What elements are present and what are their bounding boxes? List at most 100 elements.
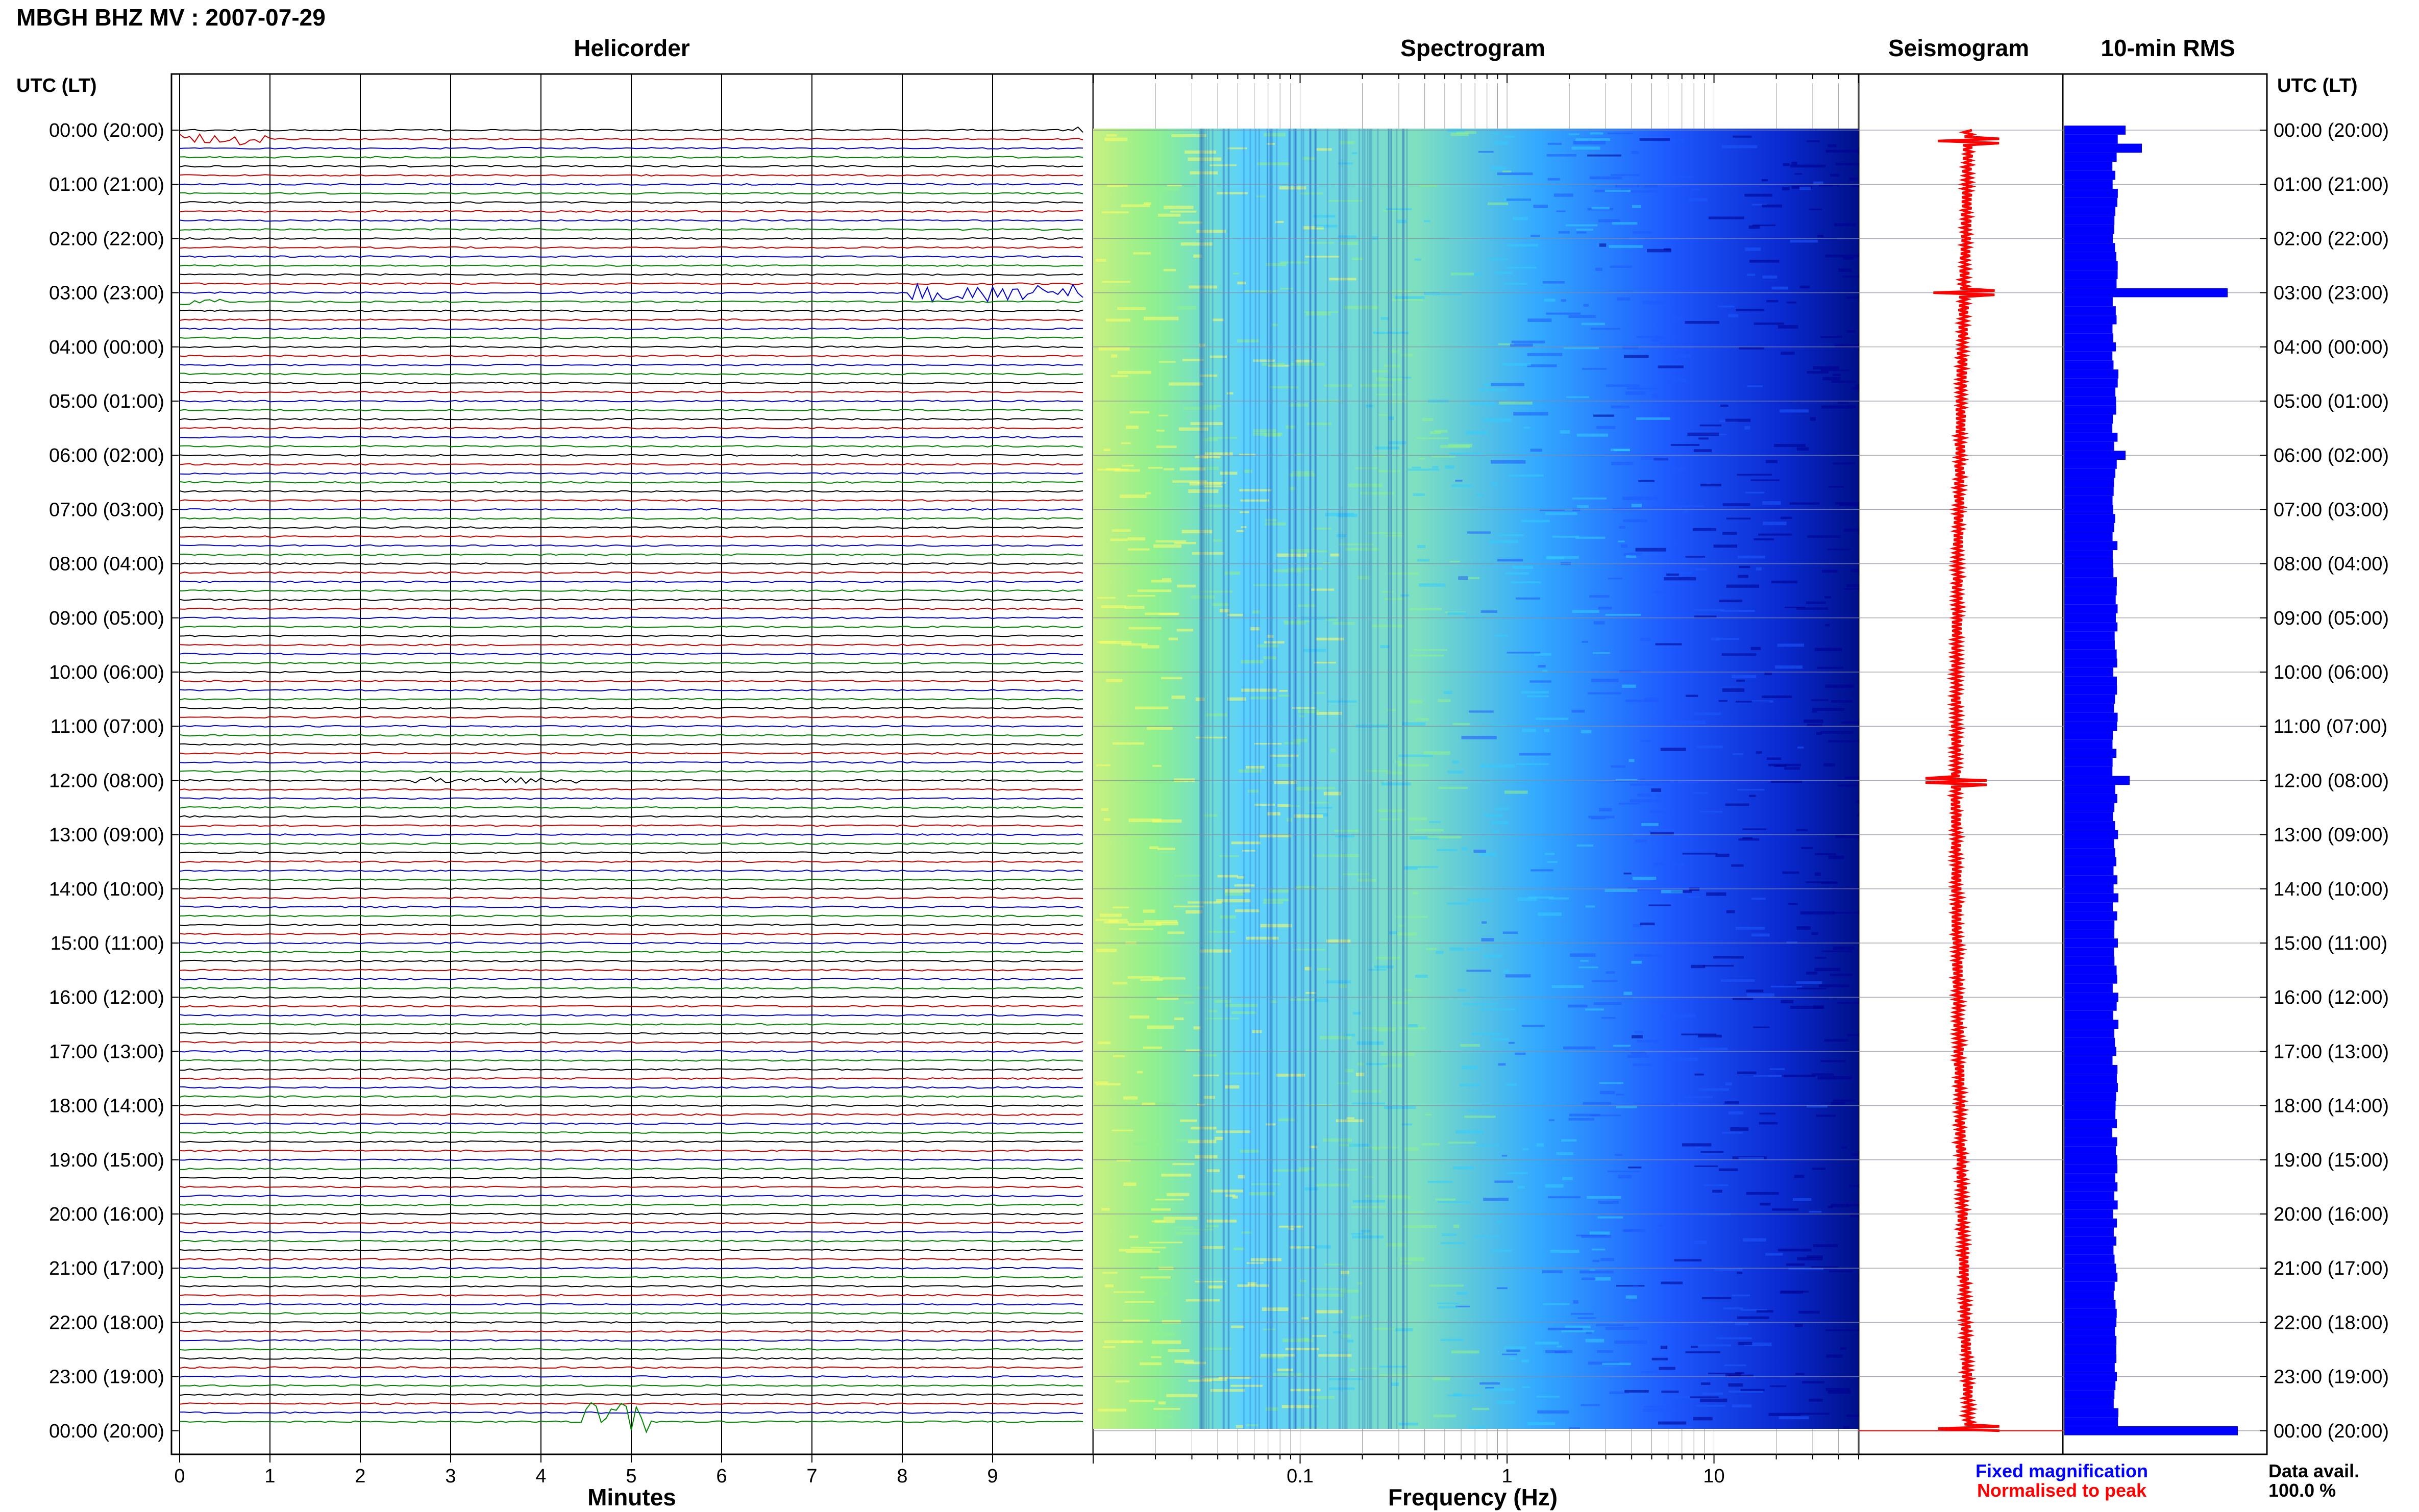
spectrogram-cell — [1590, 1269, 1595, 1272]
spectrogram-cell — [1623, 1229, 1646, 1232]
helicorder-trace — [179, 1222, 1083, 1225]
spectrogram-cell — [1592, 980, 1618, 982]
helicorder-trace — [179, 1240, 1083, 1243]
spectrogram-cell — [1375, 393, 1406, 395]
helicorder-trace — [179, 959, 1083, 962]
spectrogram-cell — [1266, 1123, 1276, 1126]
spectrogram-cell — [1414, 829, 1444, 832]
helicorder-trace — [179, 336, 1083, 339]
spectrogram-cell — [1176, 1139, 1197, 1142]
spectrogram-cell — [1728, 1383, 1743, 1387]
spectrogram-cell — [1184, 151, 1217, 154]
spectrogram-cell — [1339, 1144, 1355, 1147]
spectrogram-cell — [1694, 1241, 1707, 1245]
spectrogram-cell — [1315, 1183, 1350, 1186]
spectrogram-stripe — [1309, 129, 1311, 1429]
spectrogram-cell — [1550, 1249, 1579, 1253]
spectrogram-cell — [1124, 1301, 1154, 1303]
spectrogram-cell — [1503, 283, 1527, 285]
spectrogram-cell — [1625, 391, 1646, 395]
spectrogram-cell — [1667, 1057, 1698, 1061]
spectrogram-cell — [1289, 486, 1296, 490]
spectrogram-cell — [1270, 754, 1299, 757]
helicorder-trace — [179, 1366, 1083, 1369]
x-tick-label: 8 — [897, 1466, 907, 1487]
rms-bar — [2064, 595, 2116, 605]
spectrogram-cell — [1630, 783, 1658, 786]
spectrogram-cell — [1753, 1026, 1770, 1028]
helicorder-trace — [179, 842, 1083, 845]
spectrogram-cell — [1388, 416, 1394, 420]
spectrogram-cell — [1177, 584, 1196, 588]
spectrogram-cell — [1818, 984, 1849, 987]
helicorder-trace — [179, 508, 1083, 511]
spectrogram-cell — [1615, 1154, 1622, 1156]
spectrogram-cell — [1316, 225, 1338, 228]
rms-bar — [2064, 676, 2117, 686]
spectrogram-cell — [1644, 698, 1659, 701]
spectrogram-cell — [1352, 257, 1363, 260]
spectrogram-stripe — [1205, 129, 1207, 1429]
rms-bar — [2064, 153, 2117, 162]
spectrogram-cell — [1529, 680, 1552, 683]
helicorder-trace — [179, 788, 1083, 791]
spectrogram-cell — [1159, 613, 1178, 615]
spectrogram-cell — [1807, 140, 1820, 142]
spectrogram-cell — [1843, 528, 1859, 532]
spectrogram-cell — [1733, 753, 1744, 756]
spectrogram-cell — [1216, 1130, 1251, 1133]
y-tick-label: 01:00 (21:00) — [2274, 174, 2389, 195]
spectrogram-cell — [1315, 1310, 1343, 1313]
helicorder-trace — [179, 1339, 1083, 1342]
spectrogram-cell — [1765, 1253, 1783, 1256]
spectrogram-cell — [1162, 1320, 1181, 1324]
spectrogram-cell — [1517, 1186, 1525, 1189]
spectrogram-cell — [1846, 296, 1859, 299]
spectrogram-cell — [1372, 369, 1389, 373]
spectrogram-cell — [1217, 875, 1238, 878]
spectrogram-cell — [1339, 984, 1347, 988]
spectrogram-cell — [1533, 205, 1548, 208]
spectrogram-stripe — [1201, 129, 1203, 1429]
spectrogram-stripe — [1200, 129, 1202, 1429]
helicorder-trace — [179, 1005, 1083, 1008]
spectrogram-cell — [1326, 980, 1351, 984]
spectrogram-cell — [1497, 172, 1533, 176]
spectrogram-cell — [1237, 876, 1245, 879]
spectrogram-cell — [1825, 1387, 1850, 1392]
spectrogram-cell — [1224, 892, 1244, 896]
rms-bar — [2064, 1074, 2117, 1083]
helicorder-trace — [179, 797, 1083, 800]
helicorder-trace — [179, 951, 1083, 954]
helicorder-trace — [179, 264, 1083, 267]
spectrogram-cell — [1835, 834, 1859, 838]
rms-bar — [2064, 1173, 2115, 1183]
spectrogram-cell — [1152, 1340, 1181, 1344]
rms-bar — [2064, 776, 2130, 785]
rms-bar — [2064, 1092, 2116, 1101]
spectrogram-cell — [1338, 1169, 1358, 1171]
spectrogram-cell — [1600, 1258, 1614, 1261]
spectrogram-cell — [1300, 192, 1323, 195]
spectrogram-cell — [1215, 1000, 1231, 1003]
spectrogram-cell — [1728, 1374, 1754, 1377]
spectrogram-cell — [1817, 666, 1843, 669]
helicorder-trace — [179, 824, 1083, 827]
spectrogram-stripe — [1276, 129, 1278, 1429]
spectrogram-cell — [1832, 374, 1841, 376]
y-tick-label: 03:00 (23:00) — [49, 283, 164, 304]
spectrogram-cell — [1190, 171, 1218, 175]
spectrogram-cell — [1265, 518, 1277, 522]
helicorder-frame — [170, 73, 1094, 1455]
spectrogram-cell — [1128, 818, 1162, 822]
spectrogram-cell — [1640, 922, 1655, 926]
rms-bar — [2064, 261, 2118, 270]
helicorder-trace — [179, 1257, 1083, 1261]
spectrogram-stripe — [1203, 129, 1205, 1429]
helicorder-trace — [179, 969, 1083, 972]
y-tick-label: 04:00 (00:00) — [49, 337, 164, 358]
spectrogram-cell — [1622, 684, 1636, 688]
spectrogram-cell — [1495, 634, 1508, 637]
spectrogram-cell — [1595, 267, 1602, 271]
spectrogram-cell — [1453, 1224, 1460, 1228]
